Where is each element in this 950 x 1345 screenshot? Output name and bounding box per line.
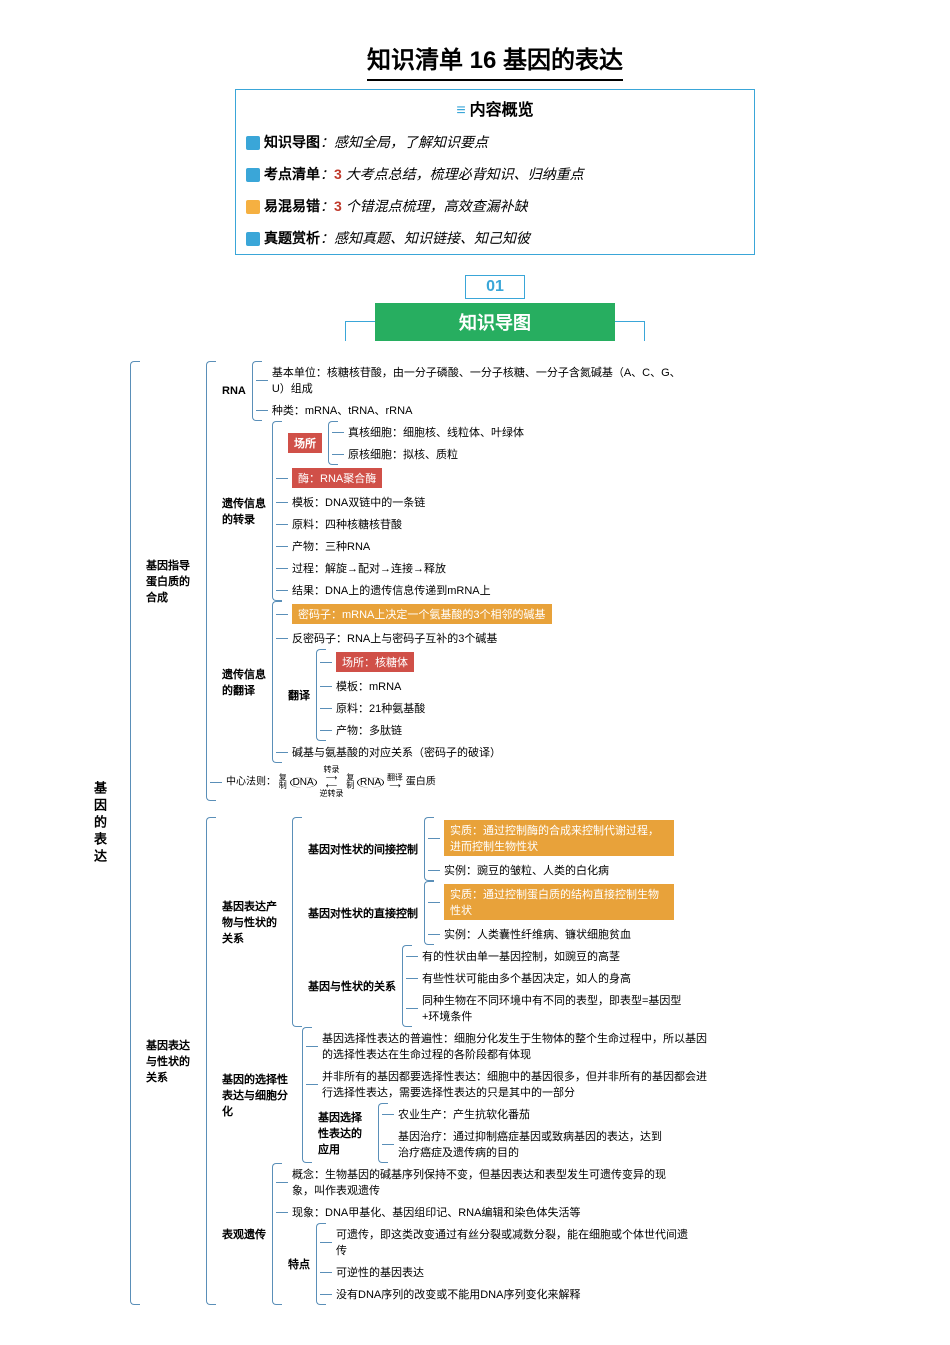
overview-item-4: 真题赏析：感知真题、知识链接、知己知彼 [236, 222, 754, 254]
loc-pro: 原核细胞：拟核、质粒 [344, 444, 528, 464]
sel-agri: 农业生产：产生抗软化番茄 [394, 1104, 674, 1124]
section-number: 01 [465, 275, 525, 299]
genetrait-3: 同种生物在不同环境中有不同的表型，即表型=基因型+环境条件 [418, 990, 698, 1026]
rna-types: 种类：mRNA、tRNA、rRNA [268, 400, 688, 420]
root-label: 基因的表达 [90, 781, 109, 866]
direct-essence: 实质：通过控制蛋白质的结构直接控制生物性状 [444, 884, 674, 920]
branch-2-label: 基因表达与性状的关系 [146, 817, 206, 1305]
star-icon [246, 200, 260, 214]
trans-sub-product: 产物：多肽链 [332, 720, 429, 740]
rna-unit: 基本单位：核糖核苷酸，由一分子磷酸、一分子核糖、一分子含氮碱基（A、C、G、U）… [268, 362, 688, 398]
branch-1-label: 基因指导蛋白质的合成 [146, 361, 206, 801]
translation-label: 遗传信息的翻译 [222, 601, 272, 763]
trans-sub-material: 原料：21种氨基酸 [332, 698, 429, 718]
genetrait-1: 有的性状由单一基因控制，如豌豆的高茎 [418, 946, 698, 966]
trans-material: 原料：四种核糖核苷酸 [288, 514, 528, 534]
product-trait-label: 基因表达产物与性状的关系 [222, 817, 292, 1027]
epi-f2: 可逆性的基因表达 [332, 1262, 692, 1282]
trans-location: 场所：核糖体 [336, 652, 414, 672]
trans-process: 过程：解旋→配对→连接→释放 [288, 558, 528, 578]
indirect-label: 基因对性状的间接控制 [308, 817, 424, 881]
epi-f3: 没有DNA序列的改变或不能用DNA序列变化来解释 [332, 1284, 692, 1304]
list-icon [246, 168, 260, 182]
trans-template: 模板：DNA双链中的一条链 [288, 492, 528, 512]
overview-header: ≡内容概览 [236, 90, 754, 126]
sel-app-label: 基因选择性表达的应用 [318, 1103, 378, 1163]
epi-phenomenon: 现象：DNA甲基化、基因组印记、RNA编辑和染色体失活等 [288, 1202, 692, 1222]
selective-label: 基因的选择性表达与细胞分化 [222, 1027, 302, 1163]
central-dogma: 中心法则： 复制 DNA 转录⟶⟵逆转录 复制 RNA 翻译⟶ 蛋白质 [222, 764, 688, 800]
mindmap: 基因的表达 基因指导蛋白质的合成 RNA 基本单位：核糖核苷酸，由一分子磷酸、一… [100, 361, 890, 1305]
trans-result: 结果：DNA上的遗传信息传递到mRNA上 [288, 580, 528, 600]
direct-label: 基因对性状的直接控制 [308, 881, 424, 945]
translate-sub-label: 翻译 [288, 649, 316, 741]
epigenetic-label: 表观遗传 [222, 1163, 272, 1305]
enzyme-label: 酶：RNA聚合酶 [292, 468, 382, 488]
trans-sub-template: 模板：mRNA [332, 676, 429, 696]
rna-label: RNA [222, 361, 252, 421]
location-label: 场所 [288, 433, 322, 453]
overview-item-2: 考点清单：3 大考点总结，梳理必背知识、归纳重点 [236, 158, 754, 190]
overview-item-1: 知识导图：感知全局，了解知识要点 [236, 126, 754, 158]
epi-feature-label: 特点 [288, 1223, 316, 1305]
indirect-essence: 实质：通过控制酶的合成来控制代谢过程，进而控制生物性状 [444, 820, 674, 856]
doc-icon [246, 136, 260, 150]
trans-product: 产物：三种RNA [288, 536, 528, 556]
epi-f1: 可遗传，即这类改变通过有丝分裂或减数分裂，能在细胞或个体世代间遗传 [332, 1224, 692, 1260]
loc-euk: 真核细胞：细胞核、线粒体、叶绿体 [344, 422, 528, 442]
genetrait-2: 有些性状可能由多个基因决定，如人的身高 [418, 968, 698, 988]
sel-therapy: 基因治疗：通过抑制癌症基因或致病基因的表达，达到治疗癌症及遗传病的目的 [394, 1126, 674, 1162]
overview-box: ≡内容概览 知识导图：感知全局，了解知识要点 考点清单：3 大考点总结，梳理必背… [235, 89, 755, 255]
sel-notall: 并非所有的基因都要选择性表达：细胞中的基因很多，但并非所有的基因都会进行选择性表… [318, 1066, 718, 1102]
epi-concept: 概念：生物基因的碱基序列保持不变，但基因表达和表型发生可遗传变异的现象，叫作表观… [288, 1164, 688, 1200]
anticodon: 反密码子：RNA上与密码子互补的3个碱基 [288, 628, 556, 648]
section-title: 知识导图 [375, 303, 615, 341]
gene-trait-label: 基因与性状的关系 [308, 945, 402, 1027]
transcription-label: 遗传信息的转录 [222, 421, 272, 601]
section-badge: 01 知识导图 [375, 275, 615, 341]
indirect-example: 实例：豌豆的皱粒、人类的白化病 [440, 860, 678, 880]
overview-item-3: 易混易错：3 个错混点梳理，高效查漏补缺 [236, 190, 754, 222]
doc-icon [246, 232, 260, 246]
codon-relation: 碱基与氨基酸的对应关系（密码子的破译） [288, 742, 556, 762]
codon: 密码子：mRNA上决定一个氨基酸的3个相邻的碱基 [292, 604, 552, 624]
direct-example: 实例：人类囊性纤维病、镰状细胞贫血 [440, 924, 678, 944]
sel-universal: 基因选择性表达的普遍性：细胞分化发生于生物体的整个生命过程中，所以基因的选择性表… [318, 1028, 718, 1064]
page-title: 知识清单 16 基因的表达 [367, 40, 623, 81]
